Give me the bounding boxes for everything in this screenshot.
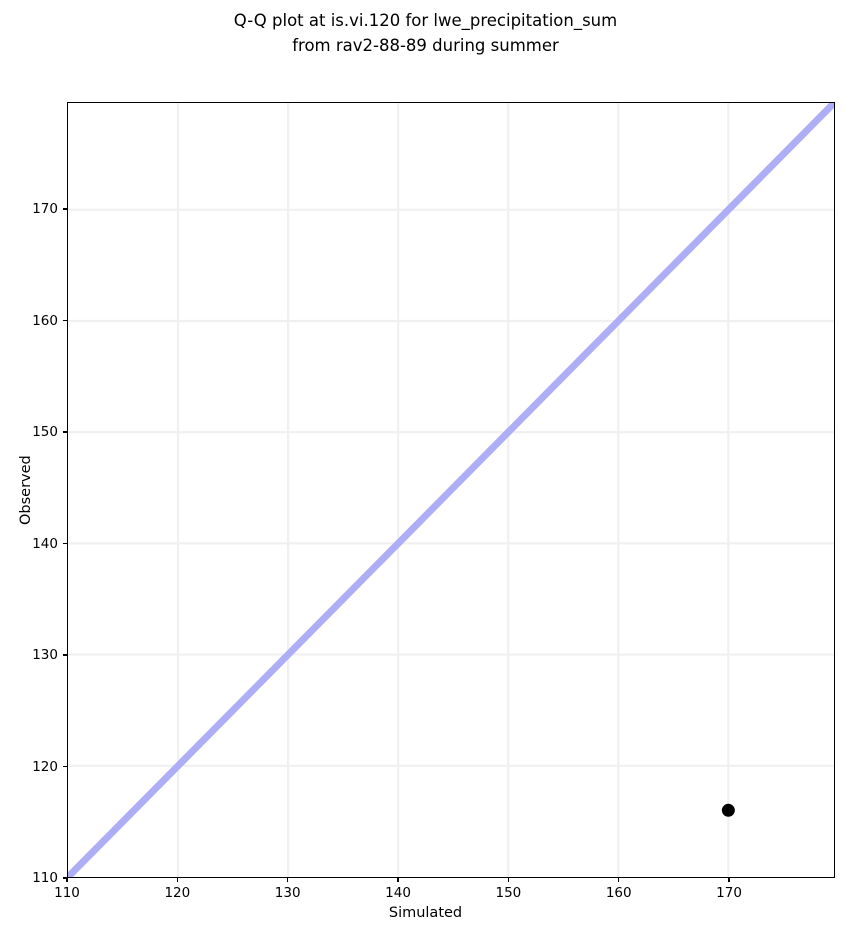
x-tick-mark xyxy=(397,878,399,882)
y-tick-label: 160 xyxy=(32,312,58,329)
x-tick-mark xyxy=(507,878,510,882)
x-tick-mark xyxy=(176,878,178,882)
x-tick-mark xyxy=(287,878,289,882)
y-tick-label: 110 xyxy=(32,870,58,886)
x-tick-mark xyxy=(618,878,620,882)
x-tick-label: 170 xyxy=(716,885,742,901)
y-tick-label: 170 xyxy=(32,201,58,218)
y-tick-label: 140 xyxy=(32,535,58,552)
one-to-one-line xyxy=(68,103,834,877)
data-points[interactable] xyxy=(721,803,735,817)
plot-svg xyxy=(68,103,834,877)
y-tick-label: 130 xyxy=(32,647,58,663)
x-tick-label: 110 xyxy=(54,885,80,901)
y-tick-mark xyxy=(63,654,67,656)
x-tick-label: 130 xyxy=(274,885,301,901)
gridlines xyxy=(68,103,834,877)
y-tick-mark xyxy=(63,542,67,545)
x-tick-mark xyxy=(66,878,68,882)
y-tick-mark xyxy=(63,431,67,433)
y-tick-label: 150 xyxy=(32,424,58,441)
x-axis-label: Simulated xyxy=(388,905,463,921)
y-tick-mark xyxy=(63,765,67,768)
reference-line xyxy=(68,103,834,877)
x-tick-mark xyxy=(728,878,730,882)
y-tick-mark xyxy=(63,319,67,322)
y-tick-label: 120 xyxy=(32,758,58,775)
data-point[interactable] xyxy=(721,803,735,817)
x-tick-label: 150 xyxy=(495,885,522,901)
x-tick-label: 120 xyxy=(164,885,191,901)
chart-title: Q-Q plot at is.vi.120 for lwe_precipitat… xyxy=(233,11,618,55)
plot-area[interactable] xyxy=(67,102,835,878)
x-tick-label: 160 xyxy=(605,885,632,901)
y-tick-mark xyxy=(63,208,67,210)
x-tick-label: 140 xyxy=(385,885,411,901)
y-axis-label: Observed xyxy=(18,455,34,525)
y-tick-mark xyxy=(63,877,67,879)
